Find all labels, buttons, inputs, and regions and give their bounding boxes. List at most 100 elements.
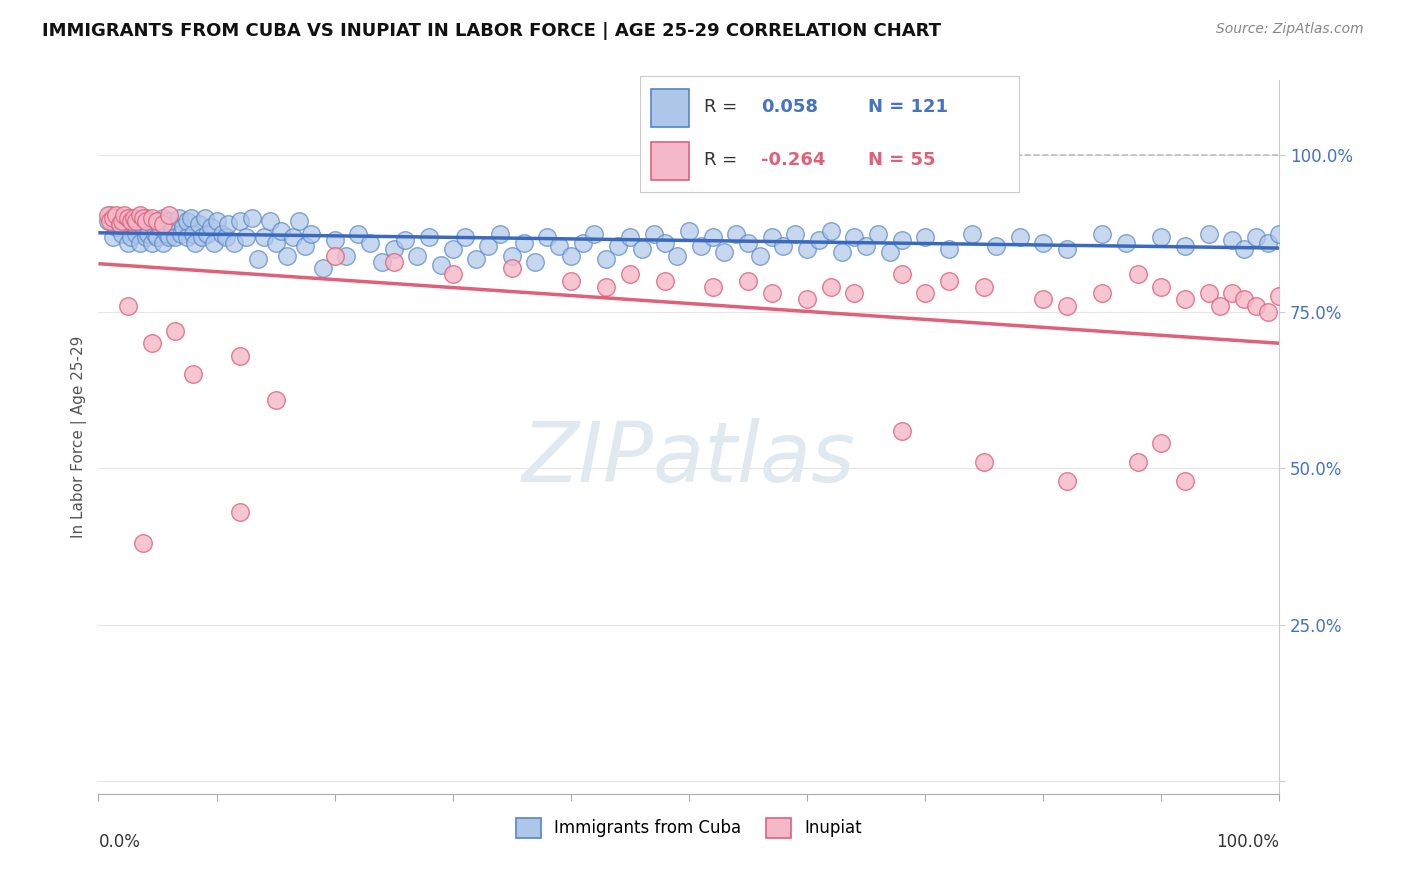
Point	[713, 245, 735, 260]
Point	[761, 286, 783, 301]
Point	[276, 248, 298, 262]
Point	[441, 242, 464, 256]
Point	[1244, 299, 1267, 313]
Point	[607, 239, 630, 253]
Point	[1220, 286, 1243, 301]
Text: R =: R =	[704, 152, 738, 169]
Point	[938, 242, 960, 256]
Point	[1032, 293, 1054, 307]
Point	[560, 274, 582, 288]
Text: N = 55: N = 55	[868, 152, 935, 169]
Text: ZIPatlas: ZIPatlas	[522, 418, 856, 499]
Point	[283, 229, 305, 244]
Point	[785, 227, 807, 241]
Point	[890, 424, 912, 438]
Point	[97, 214, 120, 228]
Text: 0.058: 0.058	[761, 98, 818, 116]
FancyBboxPatch shape	[651, 88, 689, 127]
Point	[187, 217, 209, 231]
Point	[689, 239, 711, 253]
Point	[737, 235, 759, 250]
Point	[105, 220, 128, 235]
Point	[146, 229, 169, 244]
Point	[890, 268, 912, 282]
Point	[205, 214, 228, 228]
Point	[560, 248, 582, 262]
Point	[1257, 235, 1279, 250]
Point	[772, 239, 794, 253]
Point	[866, 227, 889, 241]
Text: -0.264: -0.264	[761, 152, 825, 169]
Point	[312, 261, 335, 276]
Point	[962, 227, 984, 241]
Point	[1056, 474, 1078, 488]
Point	[1126, 455, 1149, 469]
Point	[259, 214, 281, 228]
Point	[1198, 227, 1220, 241]
Point	[571, 235, 593, 250]
Point	[512, 235, 534, 250]
Point	[914, 286, 936, 301]
Point	[1008, 229, 1031, 244]
Point	[108, 211, 131, 225]
Point	[117, 211, 139, 225]
Point	[796, 293, 818, 307]
Point	[1032, 235, 1054, 250]
Point	[101, 229, 124, 244]
Point	[619, 229, 641, 244]
Point	[112, 208, 135, 222]
Point	[1115, 235, 1137, 250]
Point	[914, 229, 936, 244]
Point	[176, 229, 198, 244]
Point	[501, 248, 523, 262]
Point	[141, 214, 163, 228]
Point	[678, 223, 700, 237]
Point	[844, 229, 866, 244]
Point	[156, 227, 179, 241]
Point	[135, 211, 157, 225]
Point	[136, 227, 159, 241]
Point	[128, 208, 150, 222]
Point	[1244, 229, 1267, 244]
Point	[335, 248, 357, 262]
Point	[128, 214, 150, 228]
Point	[135, 229, 157, 244]
Point	[1091, 227, 1114, 241]
Text: Source: ZipAtlas.com: Source: ZipAtlas.com	[1216, 22, 1364, 37]
Point	[583, 227, 606, 241]
Point	[170, 227, 193, 241]
Point	[146, 214, 169, 228]
Point	[176, 214, 198, 228]
Point	[595, 252, 617, 266]
Point	[229, 349, 252, 363]
Point	[165, 229, 187, 244]
Point	[1257, 305, 1279, 319]
Point	[125, 227, 148, 241]
Point	[181, 227, 204, 241]
Point	[270, 223, 292, 237]
Point	[264, 235, 287, 250]
Point	[702, 280, 724, 294]
Point	[167, 211, 190, 225]
Point	[101, 211, 124, 225]
Point	[184, 235, 207, 250]
Point	[630, 242, 652, 256]
Point	[180, 211, 202, 225]
Point	[157, 208, 180, 222]
Y-axis label: In Labor Force | Age 25-29: In Labor Force | Age 25-29	[72, 336, 87, 538]
Point	[844, 286, 866, 301]
Point	[111, 227, 134, 241]
Point	[121, 229, 143, 244]
Point	[382, 255, 405, 269]
Text: 0.0%: 0.0%	[98, 833, 141, 851]
FancyBboxPatch shape	[651, 142, 689, 180]
Point	[748, 248, 770, 262]
Point	[122, 211, 145, 225]
Point	[224, 235, 246, 250]
Point	[1268, 289, 1291, 303]
Point	[536, 229, 558, 244]
Point	[323, 233, 346, 247]
Point	[215, 229, 238, 244]
Point	[152, 235, 174, 250]
Point	[1174, 293, 1197, 307]
